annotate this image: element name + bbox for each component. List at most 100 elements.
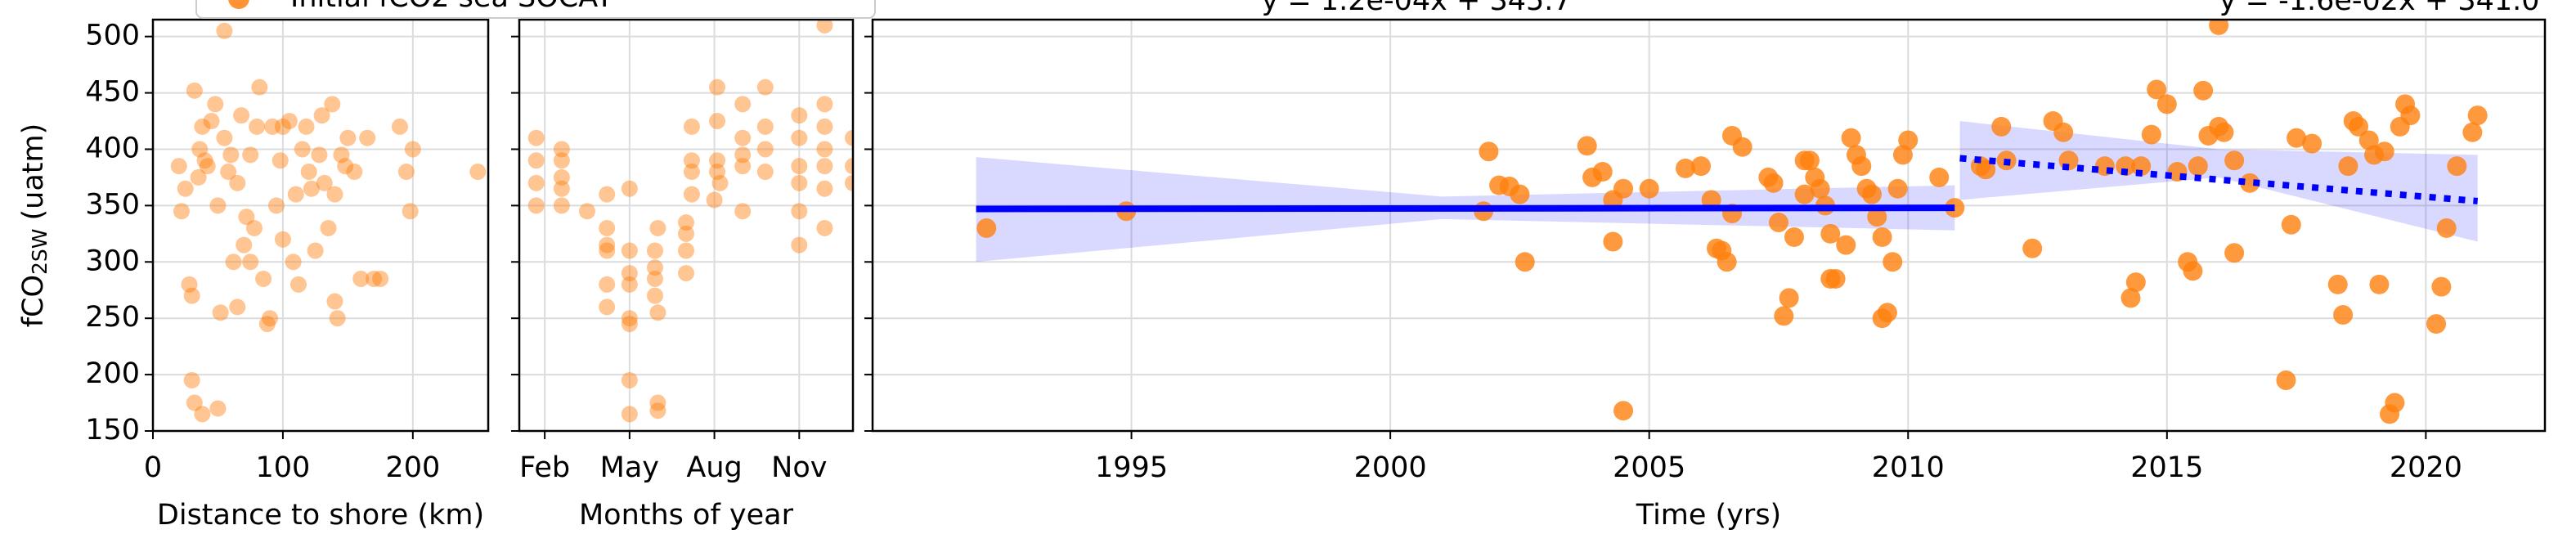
data-point <box>599 242 616 259</box>
data-point <box>229 298 246 316</box>
data-point <box>1945 198 1965 218</box>
data-point <box>816 180 833 197</box>
y-label-main: fCO <box>17 275 50 327</box>
data-point <box>1794 184 1815 204</box>
data-point <box>1768 213 1788 233</box>
data-point <box>2462 122 2483 142</box>
data-point <box>816 141 833 158</box>
x-tick-label: 100 <box>256 451 311 484</box>
data-point <box>2467 105 2488 126</box>
data-point <box>307 242 324 259</box>
data-point <box>173 203 190 220</box>
data-point <box>1887 178 1908 199</box>
data-point <box>303 180 320 197</box>
data-point <box>816 118 833 135</box>
data-point <box>734 96 752 113</box>
trend-line <box>976 204 1955 213</box>
x-tick-label: Aug <box>686 451 742 484</box>
data-point <box>553 197 570 214</box>
data-point <box>1799 150 1820 171</box>
data-point <box>1872 227 1892 247</box>
y-tick-label: 400 <box>85 132 140 164</box>
x-tick-label: 2005 <box>1613 451 1685 484</box>
data-point <box>2426 314 2447 334</box>
data-point <box>289 276 307 293</box>
data-point <box>816 96 833 113</box>
data-point <box>391 118 408 135</box>
data-point <box>706 191 723 209</box>
data-point <box>1691 156 1712 177</box>
data-point <box>649 219 666 236</box>
data-point <box>251 79 268 96</box>
data-point <box>816 20 833 34</box>
axes-frame <box>518 18 855 433</box>
y-tick-label: 250 <box>85 301 140 334</box>
data-point <box>2125 272 2146 293</box>
data-point <box>1877 303 1897 323</box>
x-tick-label: 200 <box>385 451 440 484</box>
data-point <box>1639 178 1659 199</box>
data-point <box>2120 288 2141 308</box>
data-point <box>976 218 997 238</box>
data-point <box>366 270 383 287</box>
data-point <box>272 152 289 169</box>
data-point <box>1825 268 1846 289</box>
data-point <box>2209 20 2229 35</box>
data-point <box>287 186 304 203</box>
data-point <box>845 129 853 146</box>
data-point <box>683 164 700 181</box>
y-label-sub: 2SW <box>28 228 52 275</box>
data-point <box>294 141 311 158</box>
data-point <box>397 164 415 181</box>
data-point <box>242 254 259 271</box>
data-point <box>709 164 726 181</box>
data-point <box>402 203 419 220</box>
data-point <box>1717 252 1737 272</box>
panel: 1995 2000 2005 2010 2015 2020 Time (yrs) <box>864 18 2547 532</box>
data-point <box>734 146 752 164</box>
data-point <box>199 158 216 175</box>
panel: 150 200 250 300 350 400 450 500 0 100 200 Distance … <box>17 18 490 532</box>
data-point <box>1929 167 1950 187</box>
data-point <box>324 96 341 113</box>
data-point <box>527 174 545 191</box>
data-point <box>734 158 752 175</box>
data-point <box>326 293 343 310</box>
data-point <box>203 113 220 130</box>
x-tick-label: 2010 <box>1872 451 1945 484</box>
data-point <box>333 146 350 164</box>
data-point <box>756 164 774 181</box>
y-tick-label: 300 <box>85 245 140 277</box>
data-point <box>1810 178 1830 199</box>
data-point <box>553 152 570 169</box>
data-point <box>791 107 808 124</box>
data-point <box>191 141 209 158</box>
data-point <box>209 400 227 417</box>
data-point <box>2369 274 2390 294</box>
data-point <box>255 270 272 287</box>
data-point <box>2183 261 2203 281</box>
data-point <box>816 158 833 175</box>
y-tick-label: 500 <box>85 20 140 52</box>
data-point <box>1774 306 1794 326</box>
x-tick-label: 2020 <box>2390 451 2462 484</box>
data-point <box>2147 79 2167 100</box>
trend-line <box>1959 155 2479 204</box>
data-point <box>2287 128 2307 148</box>
confidence-band <box>1959 121 2478 242</box>
data-point <box>683 118 700 135</box>
data-point <box>649 394 666 411</box>
data-point <box>791 129 808 146</box>
data-point <box>181 276 198 293</box>
data-point <box>170 158 187 175</box>
data-point <box>329 310 346 327</box>
data-point <box>238 209 255 226</box>
data-point <box>274 118 291 135</box>
data-point <box>791 158 808 175</box>
data-point <box>267 197 285 214</box>
data-point <box>1603 231 1623 252</box>
data-point <box>233 107 250 124</box>
data-point <box>229 174 246 191</box>
y-axis-label: fCO2SW (uatm) <box>17 123 52 328</box>
